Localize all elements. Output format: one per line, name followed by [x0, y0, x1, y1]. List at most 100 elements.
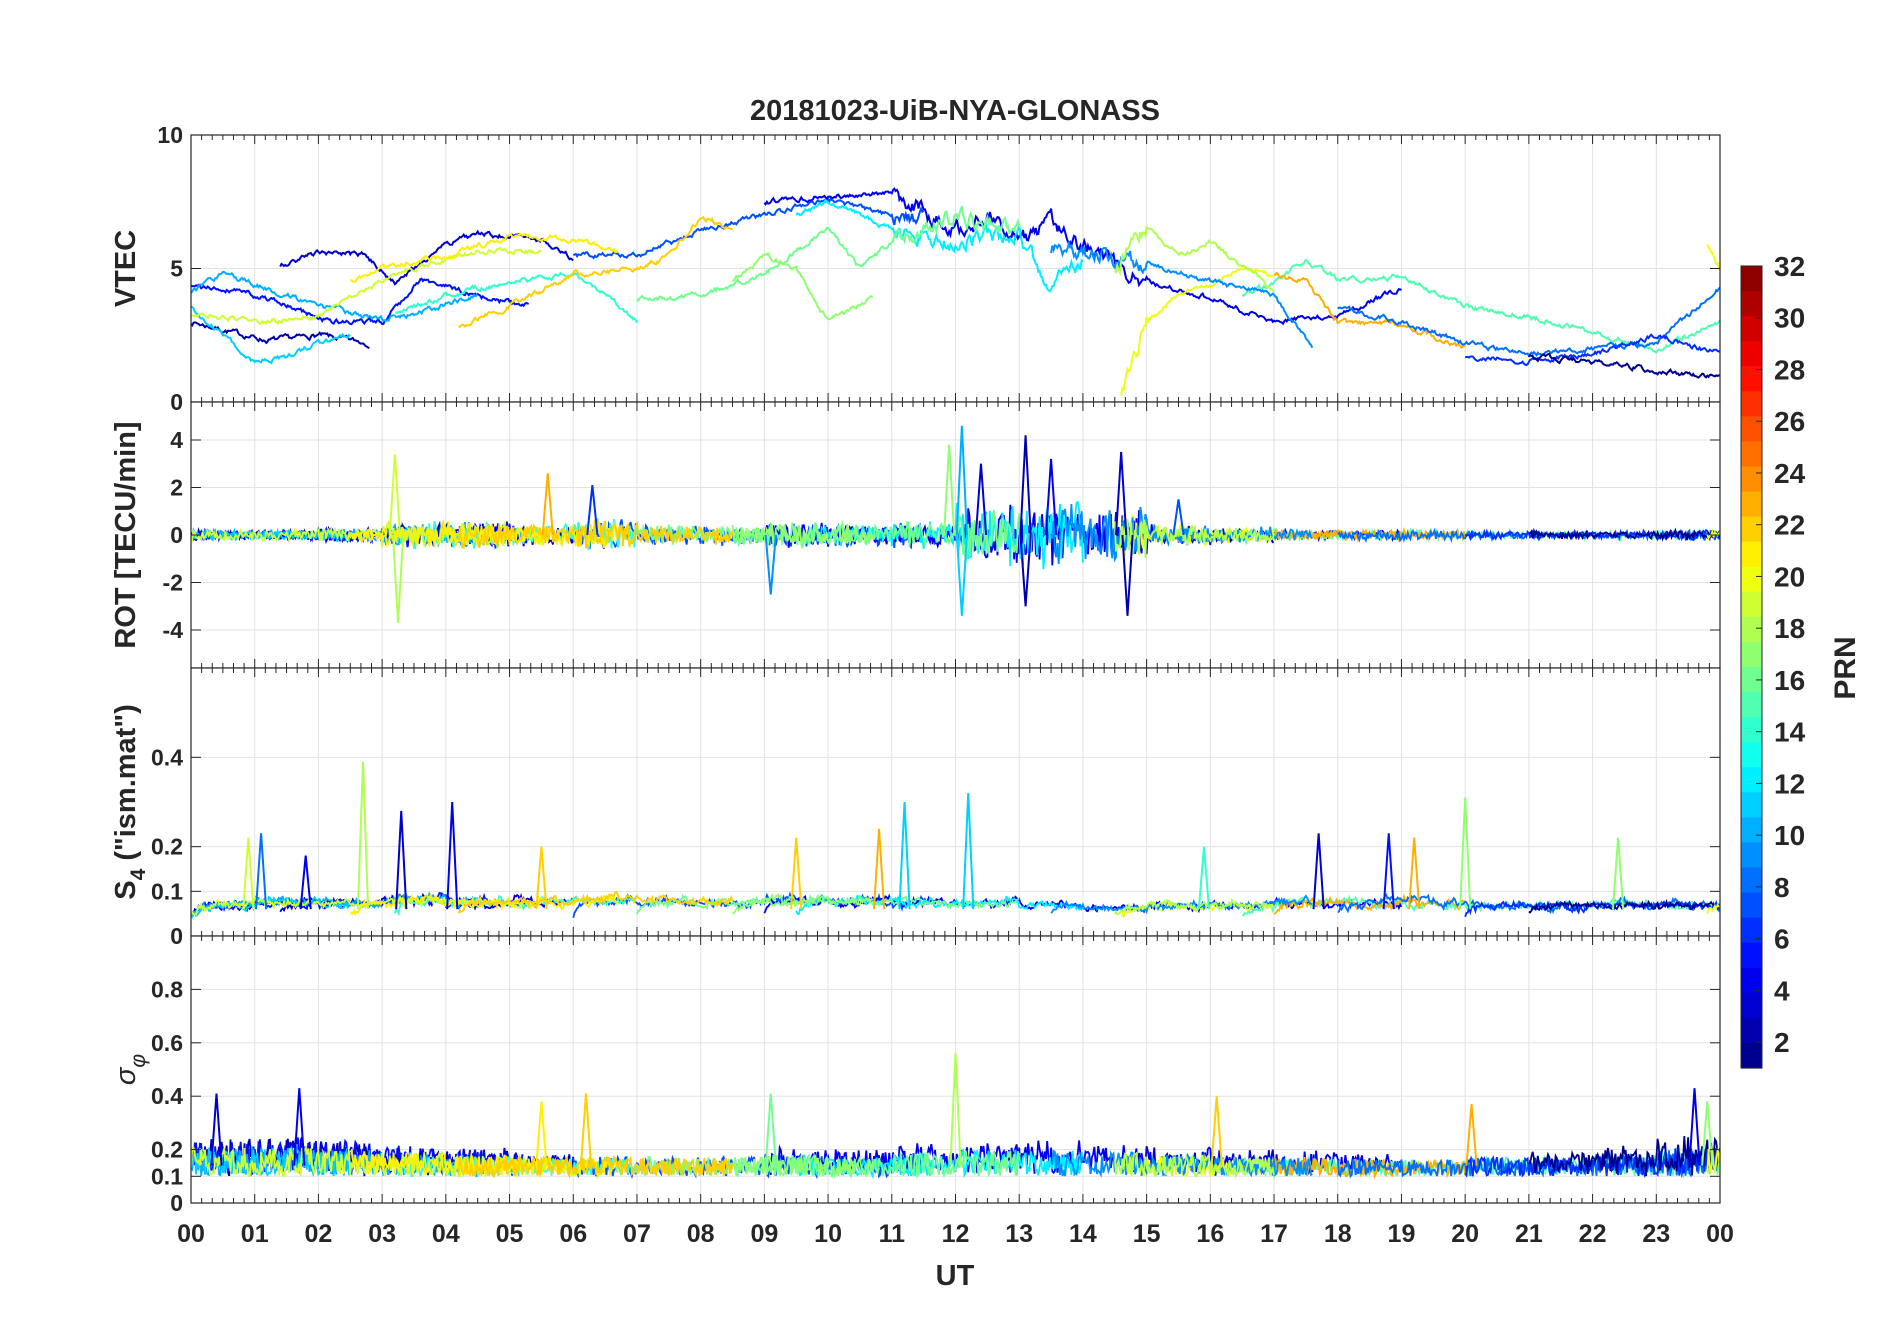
spike-prn-21 — [535, 1101, 548, 1166]
series-line-prn-6-vtec — [1465, 333, 1720, 367]
colorbar-segment — [1741, 667, 1762, 693]
series-group — [191, 425, 1720, 623]
y-tick-label: 0 — [170, 389, 183, 415]
y-tick-label: -2 — [163, 570, 183, 596]
x-tick-label: 13 — [1005, 1220, 1033, 1248]
colorbar-segment — [1741, 967, 1762, 994]
colorbar-tick-label: 24 — [1774, 458, 1806, 489]
spike-prn-17 — [1611, 837, 1625, 910]
colorbar-segment — [1741, 366, 1762, 392]
panel-vtec: 0 5 10 VTEC — [110, 122, 1721, 415]
colorbar-segment — [1741, 416, 1762, 443]
spike-prn-18 — [949, 1053, 962, 1166]
spike-prn-11 — [898, 801, 911, 910]
x-tick-label: 21 — [1515, 1220, 1543, 1248]
series-line-prn-17-sigma — [731, 1154, 874, 1178]
colorbar-segment — [1741, 591, 1762, 618]
series-line-prn-1-vtec — [1528, 352, 1720, 379]
series-line-prn-17-vtec — [732, 252, 874, 321]
y-tick-label: 10 — [157, 122, 183, 148]
colorbar-tick-label: 12 — [1774, 768, 1805, 799]
colorbar-tick-label: 28 — [1774, 354, 1805, 385]
colorbar-segment — [1741, 616, 1762, 643]
spike-prn-22 — [579, 1093, 593, 1166]
colorbar-segment — [1741, 767, 1762, 793]
chart-title: 20181023-UiB-NYA-GLONASS — [750, 95, 1160, 127]
spike-prn-22 — [1210, 1096, 1223, 1166]
x-tick-label: 10 — [814, 1220, 842, 1248]
spike-prn-19 — [242, 837, 255, 910]
y-axis-label-subscript: 4 — [127, 868, 150, 880]
spike-prn-23 — [1408, 837, 1421, 910]
panel-rot: -4 -2 0 2 4 ROT [TECU/min] — [110, 401, 1721, 669]
y-tick-label: 0.2 — [151, 834, 183, 860]
colorbar-tick-label: 22 — [1774, 510, 1805, 541]
x-tick-label: 00 — [177, 1220, 205, 1248]
spike-prn-23 — [872, 828, 886, 910]
spike-prn-3 — [1312, 833, 1325, 910]
series-line-prn-20-sigma — [1706, 1147, 1720, 1177]
colorbar-tick-label: 20 — [1774, 561, 1805, 592]
series-group — [191, 1053, 1720, 1180]
spike-prn-22 — [790, 837, 803, 910]
colorbar-tick-label: 10 — [1774, 820, 1805, 851]
spike-prn-17 — [1701, 1101, 1714, 1166]
series-line-prn-21-rot — [349, 518, 619, 550]
series-line-prn-22-vtec — [458, 215, 734, 328]
series-group — [191, 761, 1720, 919]
spike-prn-17 — [1459, 797, 1472, 910]
x-tick-label: 14 — [1069, 1220, 1097, 1248]
x-tick-label: 16 — [1196, 1220, 1224, 1248]
colorbar-segment — [1741, 541, 1762, 568]
series-line-prn-1-sigma — [1528, 1135, 1720, 1177]
y-tick-label: 5 — [170, 256, 183, 282]
y-axis-label-main: σ — [110, 1066, 142, 1085]
colorbar-segment — [1741, 466, 1762, 493]
spike-prn-2 — [1019, 534, 1032, 607]
series-line-prn-11-s4 — [191, 895, 351, 919]
series-line-prn-1-s4 — [1528, 898, 1720, 914]
spike-prn-19 — [388, 454, 401, 536]
colorbar-tick-label: 4 — [1774, 975, 1790, 1006]
colorbar-tick-label: 2 — [1774, 1027, 1790, 1058]
spike-prn-11 — [955, 534, 968, 616]
colorbar-segment — [1741, 441, 1762, 468]
series-line-prn-19-s4 — [191, 893, 542, 916]
colorbar-segment — [1741, 391, 1762, 417]
series-line-prn-20-vtec — [1706, 244, 1720, 271]
x-tick-label: 19 — [1388, 1220, 1416, 1248]
spike-prn-3 — [974, 463, 988, 536]
x-tick-label: 17 — [1260, 1220, 1288, 1248]
series-line-prn-7-vtec — [572, 197, 925, 260]
colorbar-tick-label: 26 — [1774, 406, 1805, 437]
series-line-prn-18-vtec — [1114, 224, 1275, 293]
spike-prn-10 — [955, 425, 968, 536]
series-line-prn-20-vtec — [1120, 266, 1275, 396]
colorbar-segment — [1741, 516, 1762, 543]
colorbar-segment — [1741, 942, 1762, 969]
spike-prn-2 — [1121, 534, 1134, 616]
y-axis-label-rot: ROT [TECU/min] — [110, 421, 142, 648]
series-line-prn-9-s4 — [1050, 894, 1313, 915]
y-tick-label: 0 — [170, 923, 183, 949]
x-tick-label: 22 — [1579, 1220, 1607, 1248]
spike-prn-2 — [1019, 435, 1032, 536]
series-line-prn-22-rot — [457, 519, 734, 550]
series-line-prn-18-sigma — [1113, 1151, 1275, 1180]
spike-prn-4 — [446, 801, 459, 910]
series-line-prn-11-vtec — [191, 305, 351, 365]
colorbar-segment — [1741, 892, 1762, 919]
colorbar-segment — [1741, 917, 1762, 944]
spike-prn-8 — [254, 833, 268, 910]
x-tick-label: 03 — [368, 1220, 396, 1248]
colorbar-segment — [1741, 566, 1762, 593]
spike-prn-18 — [356, 761, 370, 910]
spike-prn-7 — [1172, 499, 1185, 536]
colorbar-segment — [1741, 341, 1762, 367]
spike-prn-3 — [395, 810, 408, 910]
series-line-prn-18-rot — [1113, 518, 1275, 559]
spike-prn-4 — [1044, 458, 1058, 536]
y-tick-label: 0 — [170, 522, 183, 548]
